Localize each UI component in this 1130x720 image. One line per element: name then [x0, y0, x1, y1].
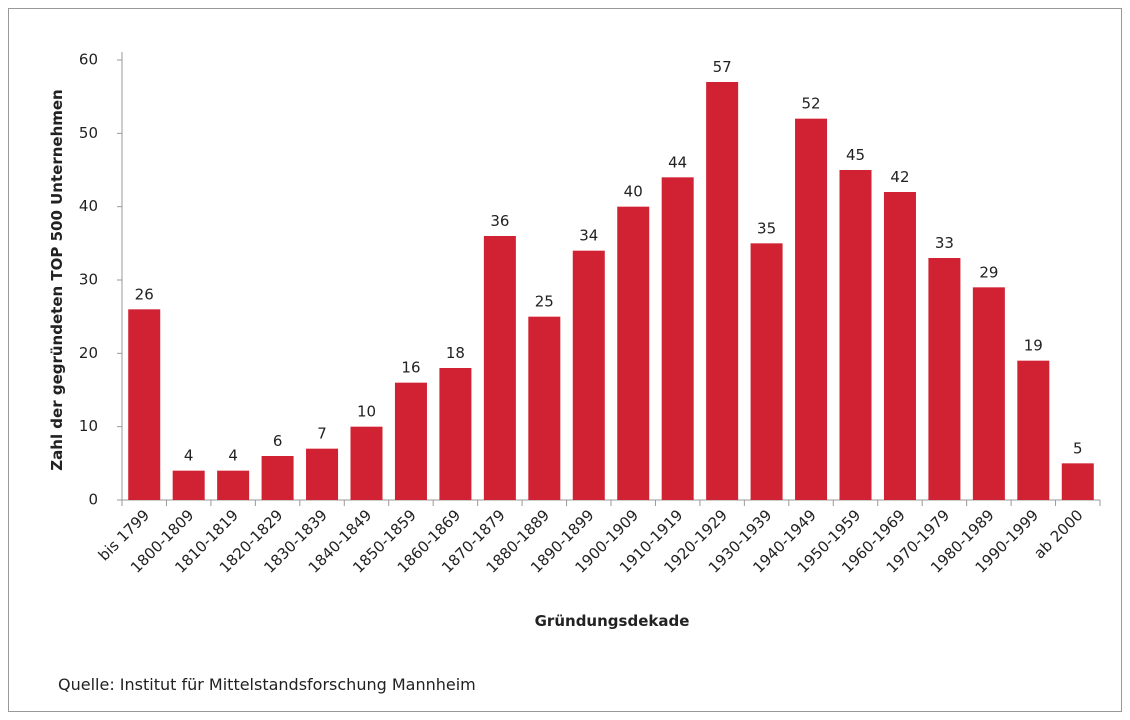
- bar: [617, 206, 650, 500]
- y-tick-label: 0: [88, 491, 98, 509]
- y-tick-label: 40: [79, 197, 98, 215]
- data-label: 42: [890, 168, 909, 186]
- data-label: 40: [624, 183, 643, 201]
- bar: [1061, 463, 1094, 500]
- bar: [706, 82, 739, 500]
- bar: [883, 192, 916, 500]
- data-label: 4: [228, 447, 238, 465]
- bar: [261, 456, 294, 500]
- data-label: 18: [446, 344, 465, 362]
- bar: [661, 177, 694, 501]
- data-label: 16: [401, 359, 420, 377]
- bar: [928, 258, 961, 500]
- bar: [839, 170, 872, 500]
- y-tick-label: 20: [79, 344, 98, 362]
- y-tick-label: 60: [79, 51, 98, 69]
- bar: [795, 118, 828, 501]
- bar: [439, 368, 472, 500]
- bar: [128, 309, 161, 500]
- bar: [972, 287, 1005, 500]
- bar: [172, 470, 205, 500]
- data-label: 26: [135, 285, 154, 303]
- data-label: 19: [1024, 337, 1043, 355]
- data-label: 33: [935, 234, 954, 252]
- bar: [306, 448, 339, 500]
- data-label: 10: [357, 403, 376, 421]
- data-label: 6: [273, 432, 283, 450]
- y-tick-label: 10: [79, 417, 98, 435]
- data-label: 25: [535, 293, 554, 311]
- data-label: 29: [979, 263, 998, 281]
- bar: [394, 382, 427, 500]
- bar: [483, 236, 516, 500]
- y-axis-title: Zahl der gegründeten TOP 500 Unternehmen: [48, 89, 66, 470]
- bar: [217, 470, 250, 500]
- source-note: Quelle: Institut für Mittelstandsforschu…: [58, 675, 476, 694]
- data-label: 36: [490, 212, 509, 230]
- bar: [750, 243, 783, 501]
- data-label: 34: [579, 227, 598, 245]
- data-label: 45: [846, 146, 865, 164]
- bar: [350, 426, 383, 500]
- data-label: 5: [1073, 439, 1083, 457]
- bar: [1017, 360, 1050, 500]
- data-label: 44: [668, 153, 687, 171]
- data-label: 52: [801, 95, 820, 113]
- bar: [528, 316, 561, 500]
- x-axis-title: Gründungsdekade: [535, 612, 690, 630]
- data-label: 7: [317, 425, 327, 443]
- y-tick-label: 50: [79, 124, 98, 142]
- y-tick-label: 30: [79, 271, 98, 289]
- data-label: 4: [184, 447, 194, 465]
- bar: [572, 250, 605, 500]
- data-label: 57: [713, 58, 732, 76]
- data-label: 35: [757, 219, 776, 237]
